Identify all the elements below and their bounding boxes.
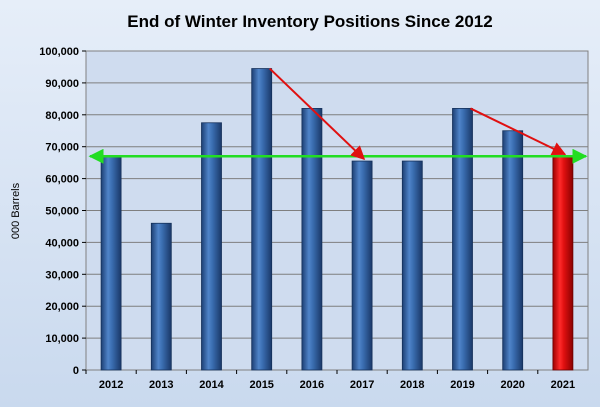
x-tick-label: 2016 (300, 379, 324, 391)
y-tick-label: 60,000 (45, 174, 79, 186)
y-tick-label: 40,000 (45, 237, 79, 249)
bar-2020 (502, 130, 524, 371)
bar-2013 (150, 222, 172, 371)
bar-2014 (201, 122, 222, 371)
x-tick-label: 2017 (350, 379, 374, 391)
annotations (88, 67, 588, 164)
y-tick-label: 90,000 (45, 78, 79, 90)
trend-arrow-2019-2021 (470, 107, 567, 156)
bar-2017 (351, 160, 373, 371)
x-tick-label: 2021 (551, 379, 575, 391)
x-tick-label: 2014 (199, 379, 224, 391)
x-tick-label: 2018 (400, 379, 424, 391)
x-tick-label: 2015 (249, 379, 273, 391)
y-tick-label: 30,000 (45, 269, 79, 281)
x-axis-ticks: 2012 2013 2014 2015 2016 2017 2018 2019 2020 2021 (85, 370, 575, 391)
y-tick-label: 50,000 (45, 206, 79, 218)
bar-2015 (251, 68, 273, 371)
y-tick-label: 70,000 (45, 142, 79, 154)
bars (100, 68, 574, 371)
x-tick-label: 2019 (450, 379, 474, 391)
chart-title: End of Winter Inventory Positions Since … (127, 12, 492, 31)
bar-2012 (100, 155, 122, 371)
y-tick-label: 100,000 (39, 46, 79, 58)
bar-2019 (452, 108, 473, 371)
x-tick-label: 2020 (500, 379, 524, 391)
y-tick-label: 0 (73, 365, 79, 377)
x-tick-label: 2013 (149, 379, 173, 391)
bar-2021-highlight (552, 155, 574, 371)
y-axis-ticks: 0 10,000 20,000 30,000 40,000 50,000 60,000 70,… (39, 46, 86, 377)
x-tick-label: 2012 (99, 379, 123, 391)
y-tick-label: 10,000 (45, 333, 79, 345)
trend-arrow-2015-2017 (269, 67, 366, 161)
bar-2018 (401, 160, 423, 371)
y-tick-label: 80,000 (45, 110, 79, 122)
y-axis-label: 000 Barrels (10, 182, 22, 239)
y-tick-label: 20,000 (45, 301, 79, 313)
bar-2016 (301, 108, 323, 371)
